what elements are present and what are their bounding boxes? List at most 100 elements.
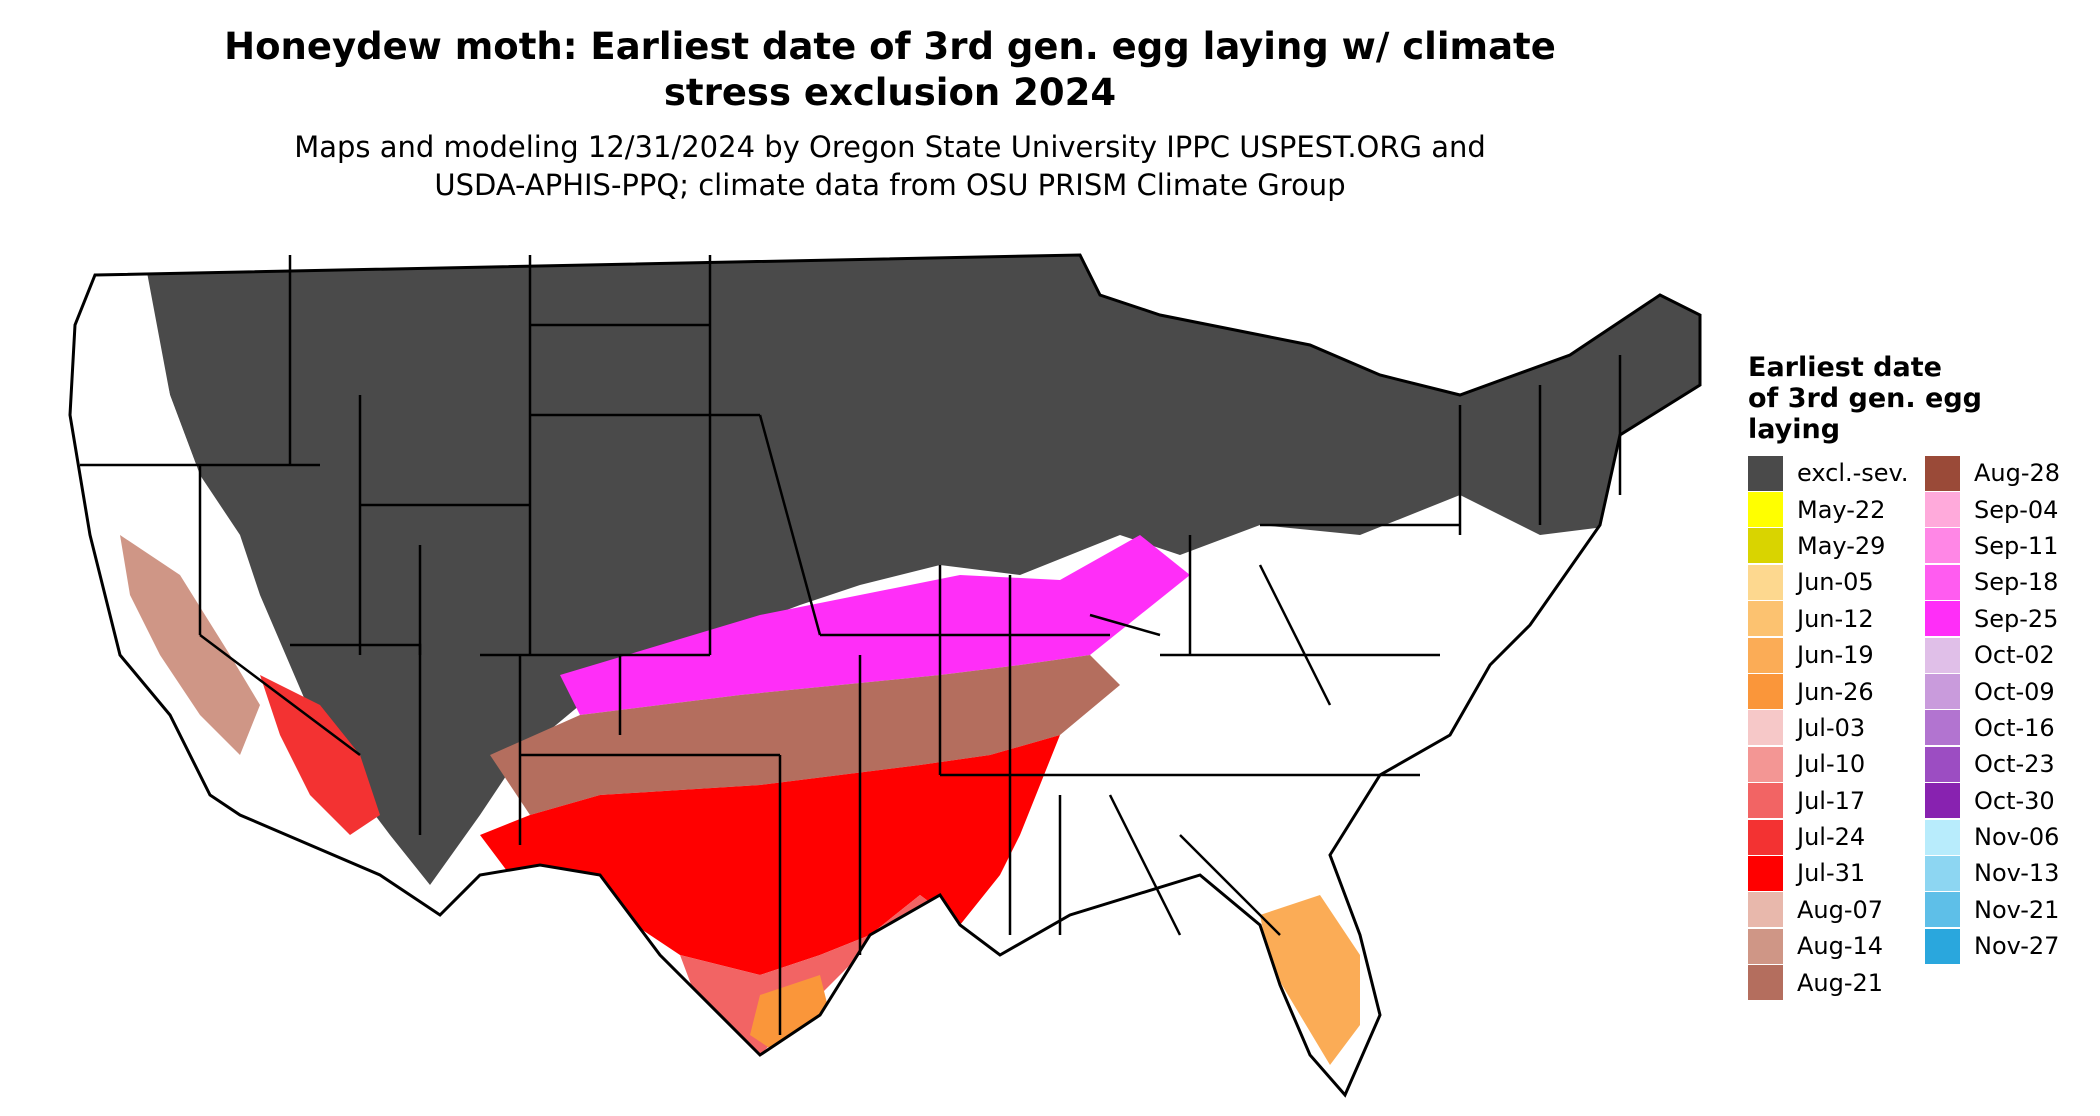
aug-band-region	[490, 655, 1120, 815]
legend-item: Jun-12	[1748, 601, 1909, 637]
legend-item: Aug-14	[1748, 928, 1909, 964]
legend-swatch	[1925, 492, 1960, 528]
legend-swatch	[1925, 855, 1960, 891]
legend-swatch	[1748, 601, 1783, 637]
legend-swatch	[1925, 528, 1960, 564]
legend-label: Aug-14	[1797, 932, 1884, 961]
legend-swatch	[1748, 492, 1783, 528]
legend-label: Nov-13	[1974, 859, 2060, 888]
legend-label: Jul-24	[1797, 823, 1866, 852]
legend-item: Oct-02	[1925, 637, 2060, 673]
legend-item: Jul-10	[1748, 746, 1909, 782]
legend-swatch	[1748, 892, 1783, 928]
us-outline	[68, 253, 1702, 1098]
legend-swatch	[1748, 746, 1783, 782]
legend-item: Oct-23	[1925, 746, 2060, 782]
legend-item: May-22	[1748, 491, 1909, 528]
legend-label: Jul-31	[1797, 859, 1866, 888]
legend-swatch	[1748, 455, 1783, 491]
legend-swatch	[1748, 674, 1783, 710]
legend-swatch	[1925, 564, 1960, 600]
legend-swatch	[1925, 892, 1960, 928]
legend-item: Sep-25	[1925, 601, 2060, 637]
legend-swatch	[1925, 674, 1960, 710]
map-title-line-1: Honeydew moth: Earliest date of 3rd gen.…	[224, 25, 1556, 68]
legend-label: Aug-28	[1974, 459, 2061, 488]
legend-swatch	[1748, 928, 1783, 964]
arizona-desert-region	[260, 675, 380, 835]
legend-item: Jul-31	[1748, 855, 1909, 891]
legend-swatch	[1925, 819, 1960, 855]
legend-swatch	[1748, 783, 1783, 819]
legend-title-line-3: laying	[1748, 414, 1841, 445]
legend-label: Aug-07	[1797, 895, 1884, 924]
legend-swatch	[1748, 528, 1783, 564]
legend-item: Nov-13	[1925, 855, 2060, 891]
legend-label: May-29	[1797, 531, 1886, 560]
legend-item: Oct-09	[1925, 673, 2060, 710]
legend-item: Aug-28	[1925, 455, 2060, 491]
texas-coast-jun-region	[750, 975, 830, 1055]
legend-label: Aug-21	[1797, 968, 1884, 997]
legend-item: Jul-03	[1748, 710, 1909, 746]
florida-jun-region	[1260, 895, 1360, 1065]
legend-item: Jun-19	[1748, 637, 1909, 673]
legend-item: Sep-11	[1925, 528, 2060, 564]
legend-item: Aug-07	[1748, 892, 1909, 928]
legend-swatch	[1925, 455, 1960, 491]
excluded-region	[140, 255, 1700, 885]
map-title-line-2: stress exclusion 2024	[663, 71, 1117, 114]
legend-swatch	[1748, 637, 1783, 673]
legend-swatch	[1748, 819, 1783, 855]
legend-swatch	[1748, 855, 1783, 891]
legend-title-line-2: of 3rd gen. egg	[1748, 383, 1983, 414]
legend-label: Oct-09	[1974, 677, 2055, 706]
legend-swatch	[1748, 564, 1783, 600]
legend-swatch	[1925, 637, 1960, 673]
legend-label: Oct-16	[1974, 713, 2055, 742]
legend-item: Oct-16	[1925, 710, 2060, 746]
legend-swatch	[1748, 710, 1783, 746]
west-coast-white-region	[70, 255, 200, 535]
legend-swatch	[1748, 965, 1783, 1001]
legend-label: Jul-03	[1797, 713, 1866, 742]
legend-label: Jun-05	[1797, 568, 1874, 597]
legend-item: Oct-30	[1925, 783, 2060, 819]
legend-column-1: excl.-sev. May-22 May-29 Jun-05 Jun-12 Jun-19…	[1748, 455, 1909, 1001]
map-subtitle-line-2: USDA-APHIS-PPQ; climate data from OSU PR…	[434, 168, 1346, 202]
legend-item: Nov-06	[1925, 819, 2060, 855]
legend-label: Jul-10	[1797, 750, 1866, 779]
state-borders	[80, 255, 1622, 1035]
legend-item: Jul-24	[1748, 819, 1909, 855]
legend-item: Jun-05	[1748, 564, 1909, 600]
legend-label: Jul-17	[1797, 786, 1866, 815]
legend-label: Oct-23	[1974, 750, 2055, 779]
legend-swatch	[1925, 928, 1960, 964]
legend-label: Oct-30	[1974, 786, 2055, 815]
map-subtitle-line-1: Maps and modeling 12/31/2024 by Oregon S…	[294, 130, 1486, 164]
legend-label: Sep-11	[1974, 531, 2059, 560]
legend-label: Nov-06	[1974, 823, 2060, 852]
legend-item: Nov-21	[1925, 892, 2060, 928]
legend-title: Earliest date of 3rd gen. egg laying	[1748, 352, 2048, 445]
legend-swatch	[1925, 746, 1960, 782]
legend-label: May-22	[1797, 495, 1886, 524]
california-valley-region	[120, 535, 260, 755]
legend-label: Sep-18	[1974, 568, 2059, 597]
us-map	[68, 253, 1702, 1098]
legend-item: May-29	[1748, 528, 1909, 564]
map-subtitle: Maps and modeling 12/31/2024 by Oregon S…	[0, 128, 1780, 204]
legend-item: Aug-21	[1748, 964, 1909, 1001]
legend-label: Jun-26	[1797, 677, 1874, 706]
legend-label: Nov-27	[1974, 932, 2060, 961]
legend-label: excl.-sev.	[1797, 459, 1909, 488]
legend-swatch	[1925, 601, 1960, 637]
legend-item: Sep-04	[1925, 491, 2060, 528]
legend-label: Oct-02	[1974, 641, 2055, 670]
legend-item: excl.-sev.	[1748, 455, 1909, 491]
legend-item: Jun-26	[1748, 673, 1909, 710]
legend-label: Nov-21	[1974, 895, 2060, 924]
legend-item: Jul-17	[1748, 783, 1909, 819]
legend-label: Sep-25	[1974, 604, 2059, 633]
sep-band-region	[560, 535, 1190, 715]
